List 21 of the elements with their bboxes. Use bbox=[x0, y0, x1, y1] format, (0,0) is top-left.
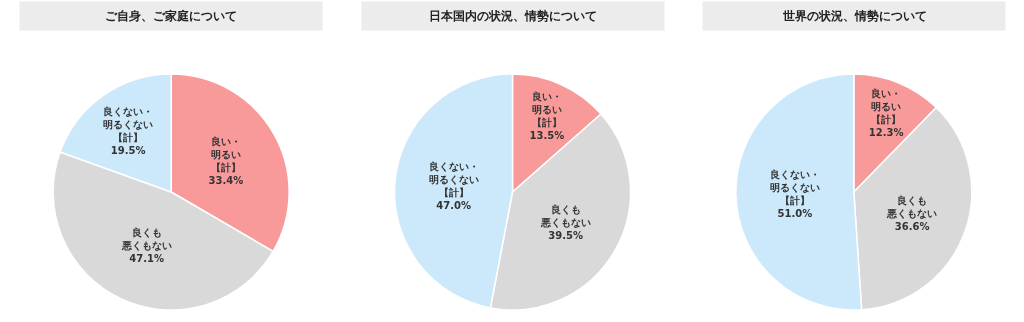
data-label: 47.1% bbox=[129, 253, 165, 265]
chart-title: 世界の状況、情勢について bbox=[781, 9, 927, 23]
chart-title: 日本国内の状況、情勢について bbox=[429, 9, 597, 23]
slice-label: 良い・明るい【計】 bbox=[210, 135, 241, 173]
data-label: 13.5% bbox=[529, 129, 565, 141]
data-label: 33.4% bbox=[208, 174, 244, 186]
slice-label: 良くも悪くもない bbox=[120, 227, 172, 253]
data-label: 36.6% bbox=[894, 220, 930, 232]
data-label: 12.3% bbox=[868, 126, 904, 138]
slice-label: 良くも悪くもない bbox=[886, 194, 938, 220]
data-label: 47.0% bbox=[436, 200, 471, 212]
data-label: 51.0% bbox=[777, 207, 813, 219]
slice-label: 良くない・明るくない【計】 bbox=[103, 105, 154, 143]
slice-label: 良くも悪くもない bbox=[539, 203, 591, 229]
slice-label: 良くない・明るくない【計】 bbox=[428, 161, 479, 199]
data-label: 39.5% bbox=[548, 229, 584, 241]
slice-label: 良くない・明るくない【計】 bbox=[769, 168, 820, 206]
slice-label: 良い・明るい【計】 bbox=[531, 90, 562, 128]
slice-label: 良い・明るい【計】 bbox=[871, 87, 902, 125]
data-label: 19.5% bbox=[110, 144, 146, 156]
chart-title: ご自身、ご家庭について bbox=[105, 9, 237, 23]
